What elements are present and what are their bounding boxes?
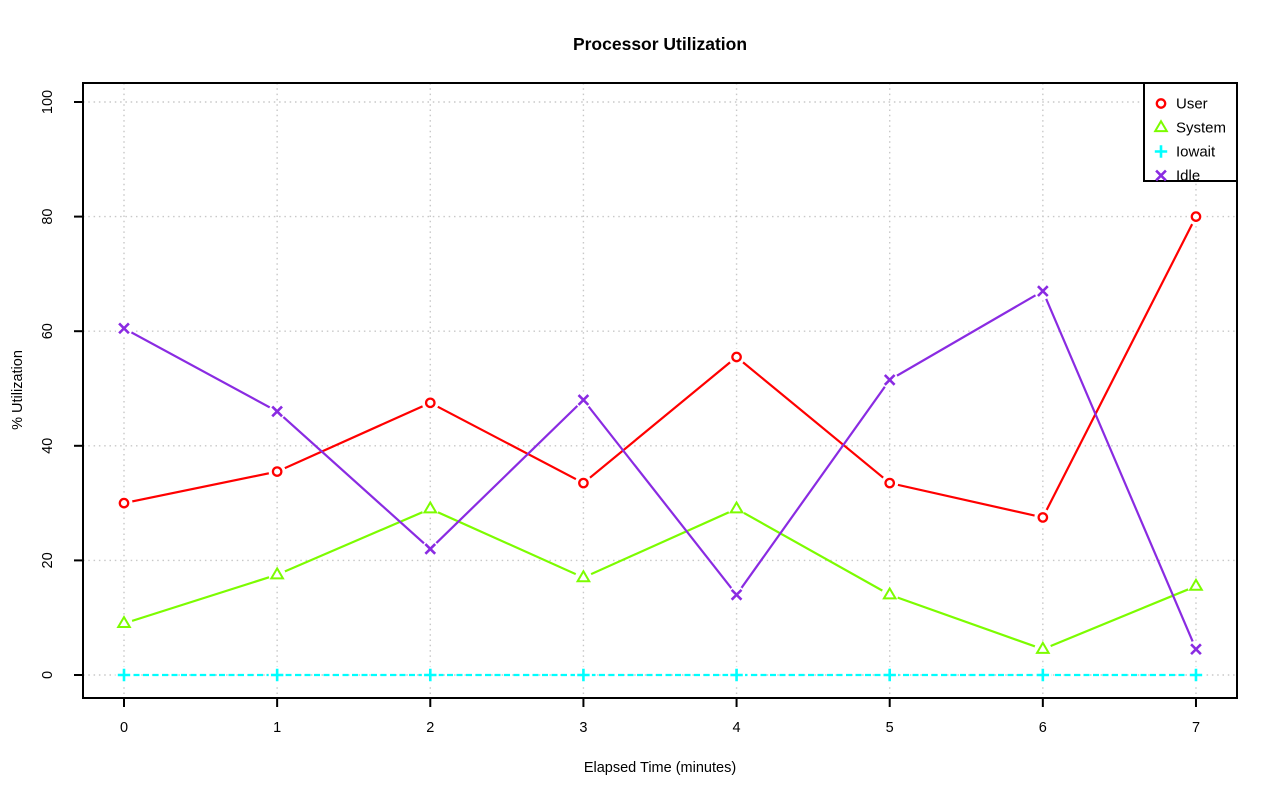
y-tick-label: 0 [40,671,56,679]
x-tick-label: 1 [273,720,281,736]
x-tick-label: 2 [426,720,434,736]
legend: User System Iowait Idle [1143,82,1238,185]
legend-label-idle: Idle [1176,168,1200,185]
legend-label-system: System [1176,120,1226,137]
x-tick-label: 7 [1192,720,1200,736]
x-tick-label: 4 [733,720,741,736]
series-system [115,500,1205,658]
legend-label-iowait: Iowait [1176,144,1216,161]
y-tick-label: 80 [40,209,56,225]
legend-label-user: User [1176,96,1208,113]
y-axis-label: % Utilization [10,350,26,430]
axis-layer: 0 1 2 3 4 5 6 7 0 20 40 60 80 100 [40,90,1200,736]
x-tick-label: 3 [579,720,587,736]
series-layer [115,208,1205,684]
y-tick-label: 60 [40,323,56,339]
series-user [115,208,1205,526]
x-tick-label: 6 [1039,720,1047,736]
x-axis-label: Elapsed Time (minutes) [584,760,736,776]
grid-layer [83,83,1237,698]
frame-layer [82,82,1238,699]
chart-title: Processor Utilization [573,34,747,54]
series-idle [115,282,1205,658]
y-tick-label: 20 [40,552,56,568]
x-tick-label: 0 [120,720,128,736]
series-iowait [115,666,1205,684]
y-tick-label: 40 [40,438,56,454]
y-tick-label: 100 [40,90,56,114]
x-tick-label: 5 [886,720,894,736]
